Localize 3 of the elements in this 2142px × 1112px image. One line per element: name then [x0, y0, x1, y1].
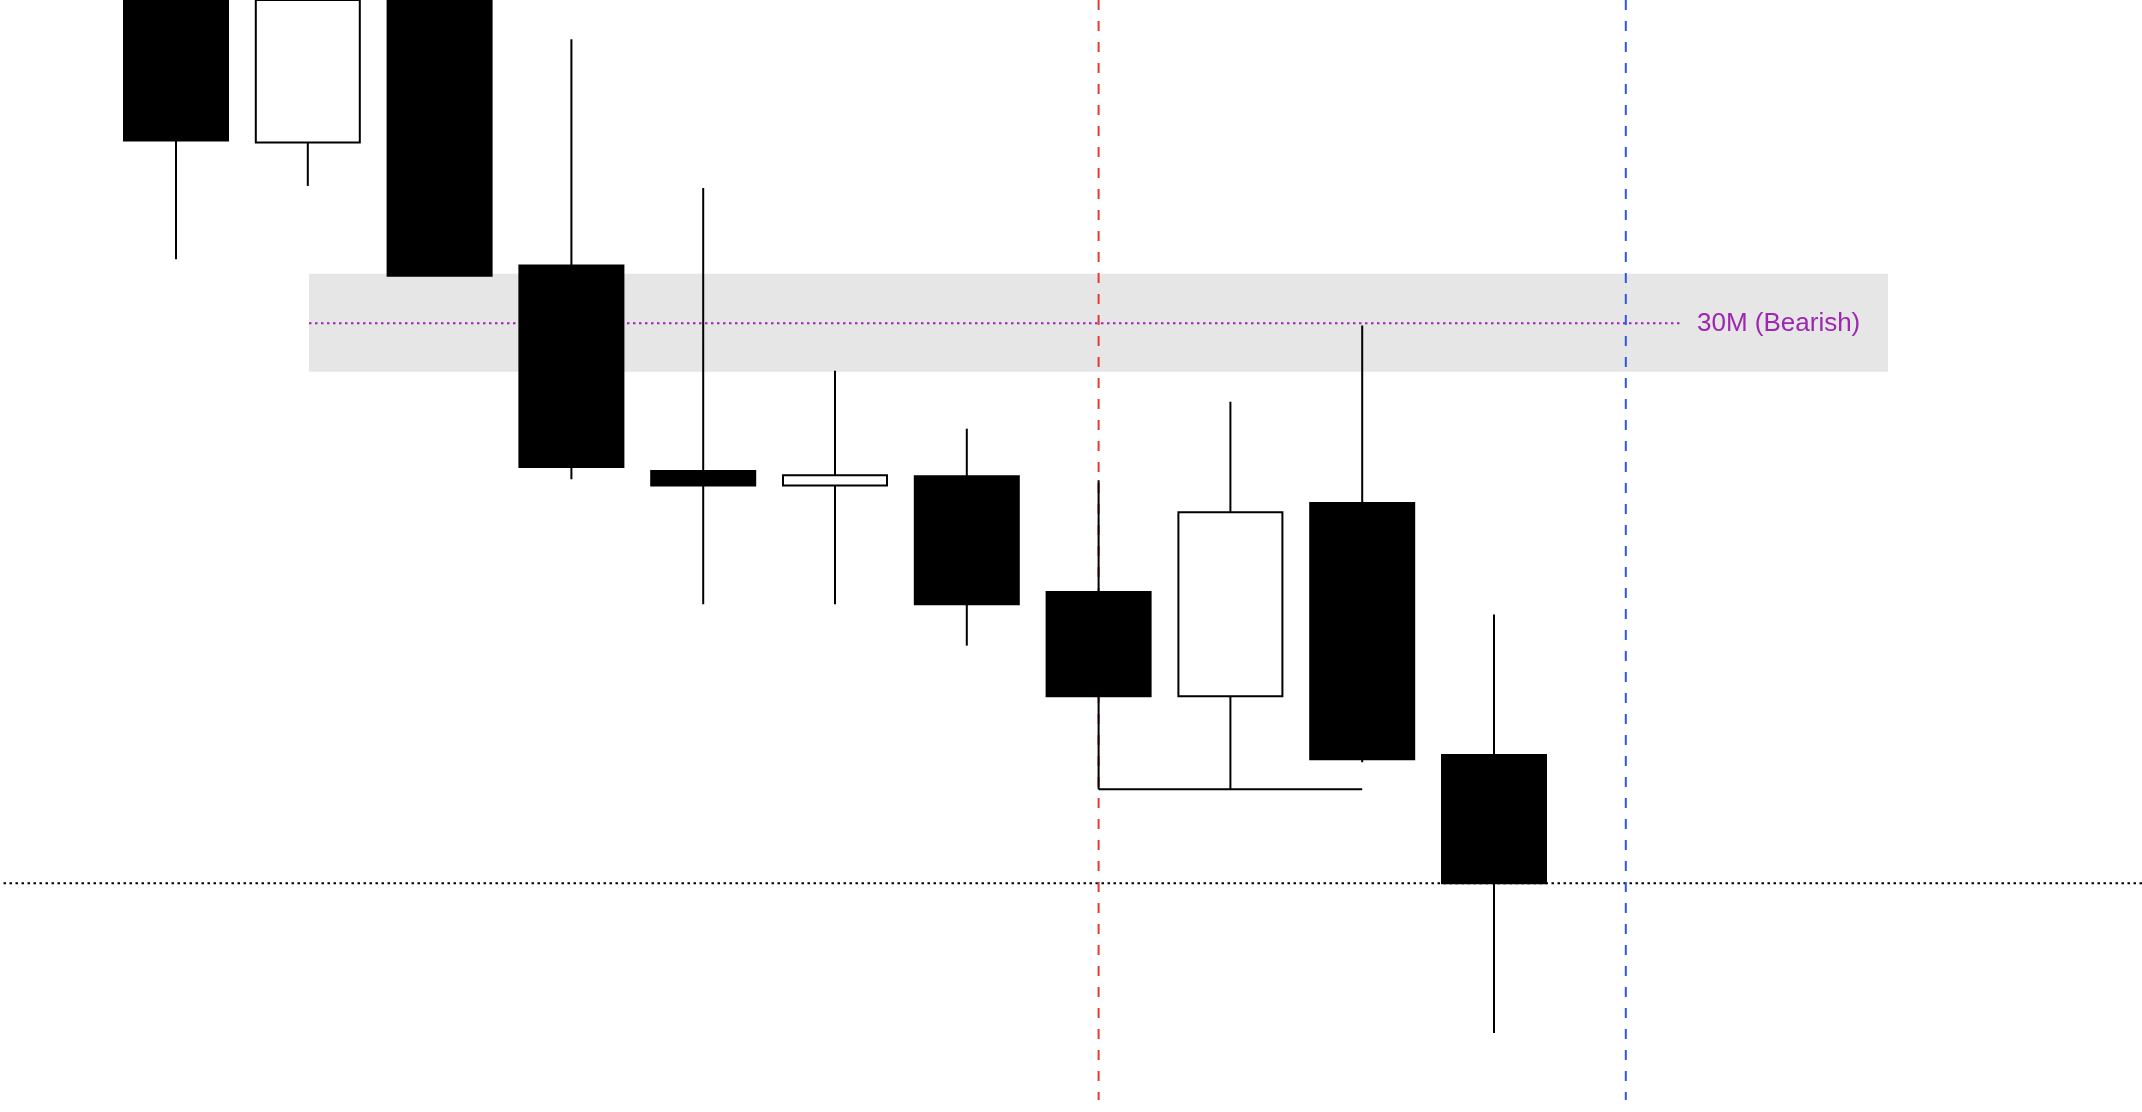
- candlestick: [650, 187, 757, 606]
- candlestick: [782, 369, 888, 606]
- ref-line-label: 30M (Bearish): [1697, 307, 1861, 338]
